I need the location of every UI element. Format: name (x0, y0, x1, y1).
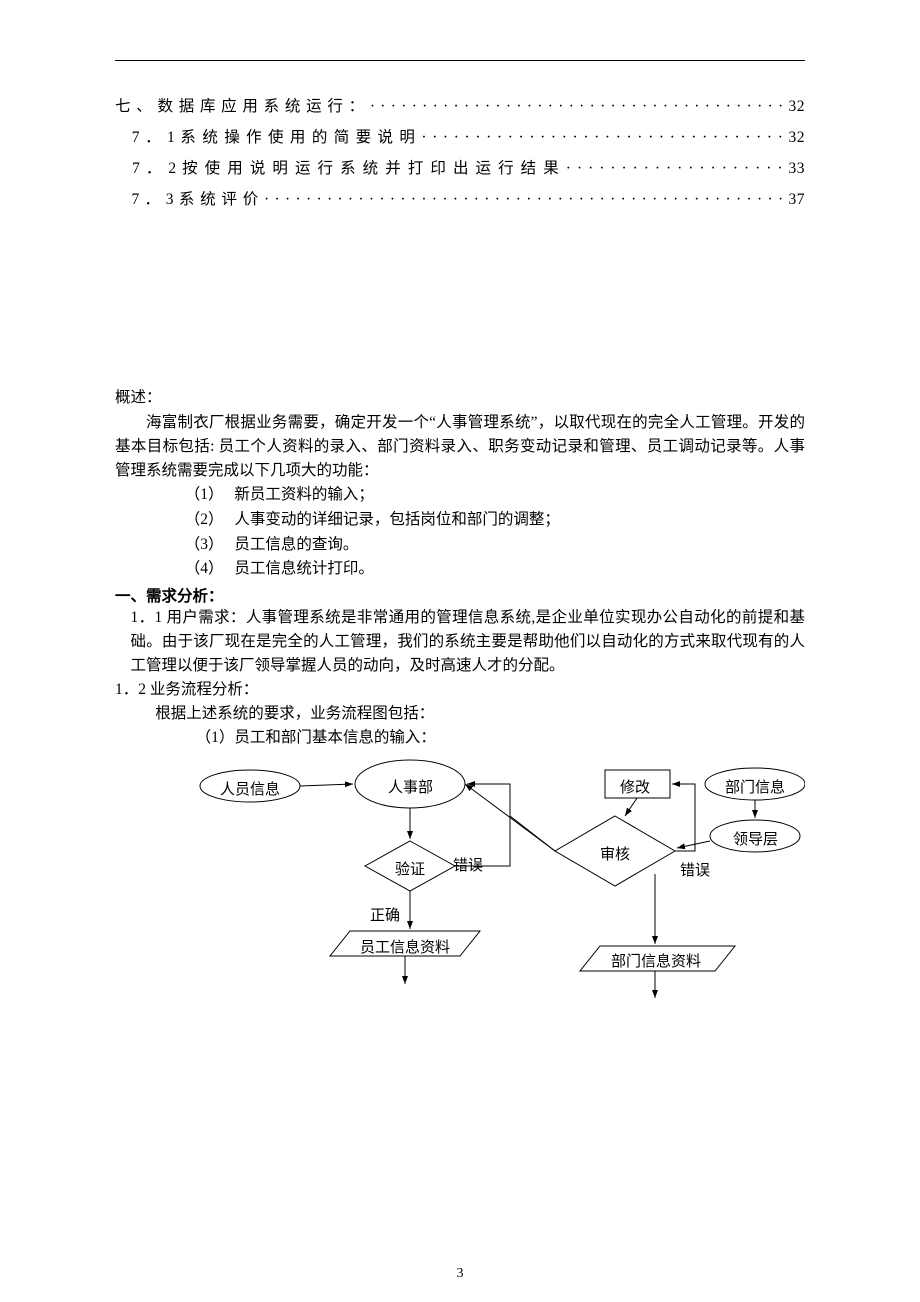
subsection-12-item: （1）员工和部门基本信息的输入： (196, 726, 805, 750)
node-emp-data: 员工信息资料 (360, 936, 450, 957)
node-leader: 领导层 (733, 828, 778, 849)
list-text: 人事变动的详细记录，包括岗位和部门的调整； (234, 511, 560, 528)
node-audit: 审核 (600, 843, 630, 864)
list-num: （4） (185, 557, 235, 582)
toc-entry: 七 、 数 据 库 应 用 系 统 运 行 ： · · · · · · · · … (115, 91, 805, 122)
sub-label: 1．1 用户需求： (131, 609, 246, 626)
subsection-12-line: 根据上述系统的要求，业务流程图包括： (155, 702, 805, 726)
label-correct: 正确 (370, 904, 400, 925)
list-item: （2）人事变动的详细记录，包括岗位和部门的调整； (185, 508, 805, 533)
overview-list: （1）新员工资料的输入； （2）人事变动的详细记录，包括岗位和部门的调整； （3… (185, 483, 805, 582)
page-number: 3 (0, 1266, 920, 1282)
node-verify: 验证 (395, 858, 425, 879)
list-text: 新员工资料的输入； (234, 486, 374, 503)
list-num: （2） (185, 508, 235, 533)
node-hr-dept: 人事部 (388, 776, 433, 797)
top-rule (115, 60, 805, 61)
toc-entry: 7 ． 3 系 统 评 价 · · · · · · · · · · · · · … (115, 184, 805, 215)
node-modify: 修改 (620, 776, 650, 797)
node-dept-info: 部门信息 (725, 776, 785, 797)
list-num: （3） (185, 533, 235, 558)
overview-body: 海富制衣厂根据业务需要，确定开发一个“人事管理系统”，以取代现在的完全人工管理。… (115, 411, 805, 483)
node-dept-data: 部门信息资料 (611, 950, 701, 971)
subsection-12-label: 1．2 业务流程分析： (115, 678, 805, 702)
list-text: 员工信息的查询。 (234, 536, 358, 553)
subsection-11: 1．1 用户需求：人事管理系统是非常通用的管理信息系统,是企业单位实现办公自动化… (131, 606, 806, 678)
toc-block: 七 、 数 据 库 应 用 系 统 运 行 ： · · · · · · · · … (115, 91, 805, 215)
list-item: （1）新员工资料的输入； (185, 483, 805, 508)
list-item: （4）员工信息统计打印。 (185, 557, 805, 582)
flowchart-svg (115, 756, 805, 1016)
toc-entry: 7 ． 2 按 使 用 说 明 运 行 系 统 并 打 印 出 运 行 结 果 … (115, 153, 805, 184)
label-error-right: 错误 (680, 859, 710, 880)
list-num: （1） (185, 483, 235, 508)
overview-label: 概述： (115, 385, 805, 407)
label-error-left: 错误 (453, 854, 483, 875)
toc-entry: 7 ． 1 系 统 操 作 使 用 的 简 要 说 明 · · · · · · … (115, 122, 805, 153)
list-item: （3）员工信息的查询。 (185, 533, 805, 558)
node-person-info: 人员信息 (220, 778, 280, 799)
list-text: 员工信息统计打印。 (234, 560, 374, 577)
flowchart: 人员信息 人事部 验证 错误 正确 员工信息资料 修改 审核 错误 部门信息 领… (115, 756, 805, 1016)
section-heading: 一、需求分析： (115, 584, 805, 606)
